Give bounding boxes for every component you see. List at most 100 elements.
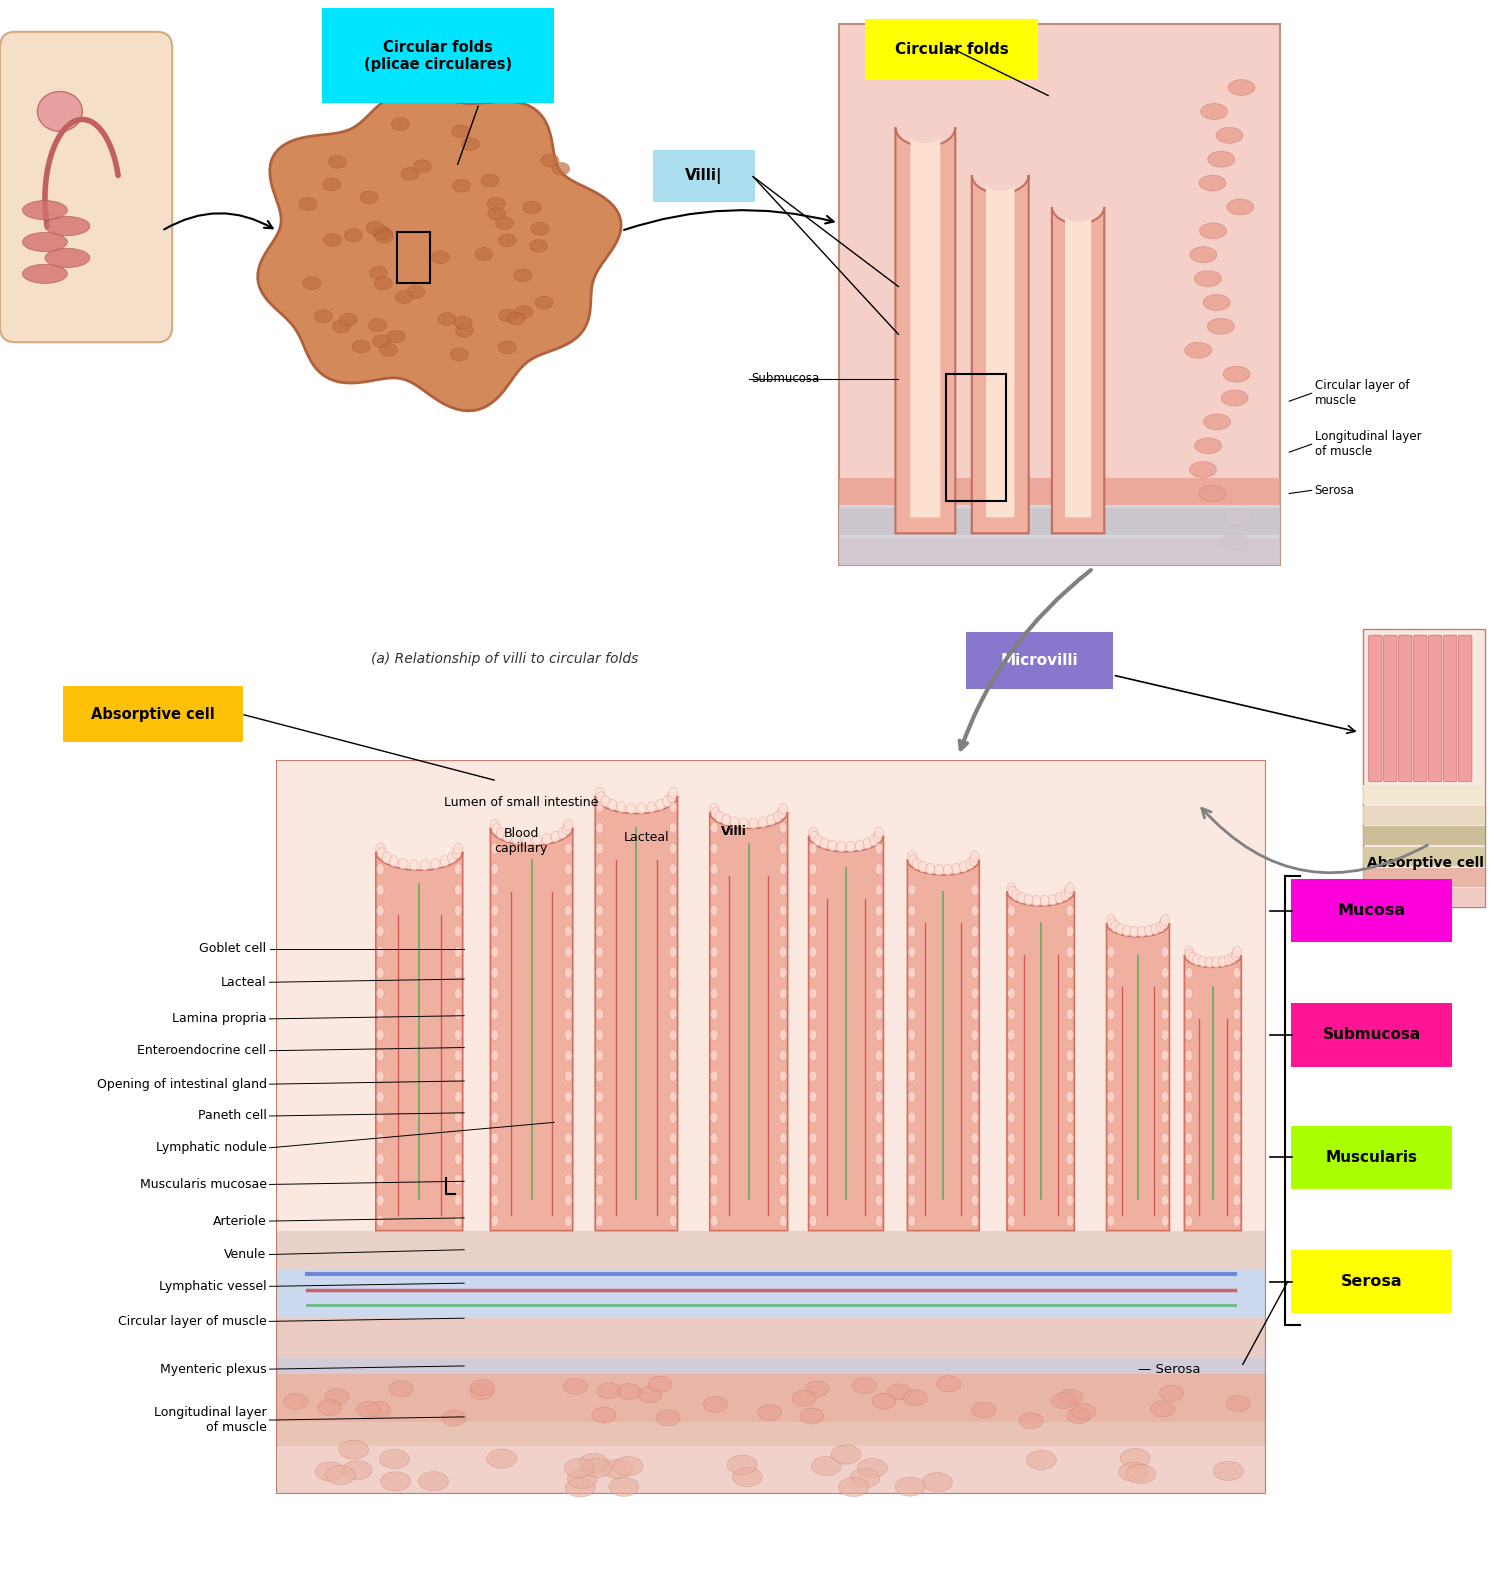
Ellipse shape [874,1134,882,1143]
Ellipse shape [1214,1461,1243,1481]
Ellipse shape [1008,904,1016,917]
Ellipse shape [1144,925,1154,936]
Ellipse shape [669,1092,676,1102]
Ellipse shape [564,1009,572,1020]
Text: Absorptive cell: Absorptive cell [92,707,214,721]
Text: Microvilli: Microvilli [1000,653,1078,669]
Ellipse shape [1066,1194,1074,1207]
Ellipse shape [1185,1009,1192,1020]
Ellipse shape [1161,1153,1168,1165]
Ellipse shape [669,885,676,895]
Ellipse shape [1227,1396,1251,1412]
Ellipse shape [1161,1173,1168,1184]
Ellipse shape [638,1387,662,1403]
Ellipse shape [669,966,676,977]
Ellipse shape [780,925,788,936]
Ellipse shape [579,1453,609,1473]
Ellipse shape [846,841,855,852]
Ellipse shape [488,197,506,210]
Ellipse shape [454,925,462,936]
Ellipse shape [454,863,462,876]
Ellipse shape [711,1009,718,1020]
Ellipse shape [1218,957,1227,968]
Ellipse shape [596,966,603,977]
Ellipse shape [1008,966,1016,977]
Text: Serosa: Serosa [1314,484,1354,497]
Ellipse shape [400,167,418,180]
Ellipse shape [873,831,882,842]
Ellipse shape [780,1030,788,1041]
Ellipse shape [1066,1407,1090,1423]
Ellipse shape [627,802,636,814]
Ellipse shape [970,1092,978,1102]
Ellipse shape [1116,923,1125,935]
FancyBboxPatch shape [278,1446,1266,1493]
Ellipse shape [1188,952,1197,963]
Ellipse shape [441,856,448,868]
Ellipse shape [1066,925,1074,936]
Ellipse shape [1026,1450,1056,1469]
Ellipse shape [564,844,572,855]
Ellipse shape [780,863,788,876]
Ellipse shape [780,885,788,895]
Ellipse shape [564,1111,572,1124]
Ellipse shape [1185,1051,1192,1060]
Ellipse shape [711,1153,718,1165]
Ellipse shape [596,987,603,1000]
Text: Submucosa: Submucosa [752,373,820,385]
Ellipse shape [1233,1173,1240,1184]
FancyBboxPatch shape [839,508,1280,535]
Ellipse shape [512,834,520,845]
FancyBboxPatch shape [1443,635,1456,782]
Ellipse shape [711,807,720,818]
Ellipse shape [360,191,378,204]
Ellipse shape [38,91,82,132]
Ellipse shape [596,1070,603,1083]
Ellipse shape [1041,895,1050,906]
Ellipse shape [503,831,512,842]
Ellipse shape [800,1407,824,1423]
Ellipse shape [284,1393,308,1409]
Ellipse shape [780,1009,788,1020]
Ellipse shape [456,325,474,338]
FancyBboxPatch shape [839,505,1280,565]
Ellipse shape [656,1411,680,1426]
Ellipse shape [596,1216,603,1226]
Ellipse shape [970,1070,978,1083]
Ellipse shape [1192,954,1202,965]
Ellipse shape [375,231,393,244]
Ellipse shape [454,1070,462,1083]
Ellipse shape [326,1466,356,1485]
Ellipse shape [656,799,664,810]
Ellipse shape [669,946,676,957]
Ellipse shape [375,277,393,290]
Ellipse shape [476,248,494,261]
Ellipse shape [780,1173,788,1184]
Ellipse shape [926,863,934,874]
FancyBboxPatch shape [1362,826,1485,845]
Ellipse shape [669,844,676,855]
Ellipse shape [394,291,412,304]
FancyBboxPatch shape [1362,806,1485,825]
Ellipse shape [496,828,506,839]
Ellipse shape [454,1134,462,1143]
Ellipse shape [874,1173,882,1184]
Text: Opening of intestinal gland: Opening of intestinal gland [96,1078,267,1091]
Ellipse shape [454,946,462,957]
Ellipse shape [490,925,498,936]
Ellipse shape [711,946,718,957]
Ellipse shape [810,863,818,876]
Text: Circular folds
(plicae circulares): Circular folds (plicae circulares) [364,40,512,72]
Ellipse shape [722,815,730,826]
Ellipse shape [522,834,531,845]
Ellipse shape [669,1070,676,1083]
Ellipse shape [558,828,567,839]
Ellipse shape [780,1194,788,1207]
FancyBboxPatch shape [1290,1126,1452,1189]
Ellipse shape [596,1153,603,1165]
FancyBboxPatch shape [1362,785,1485,804]
Text: Longitudinal layer
of muscle: Longitudinal layer of muscle [1314,430,1422,458]
Ellipse shape [492,823,501,834]
Ellipse shape [616,802,626,814]
Ellipse shape [780,1051,788,1060]
